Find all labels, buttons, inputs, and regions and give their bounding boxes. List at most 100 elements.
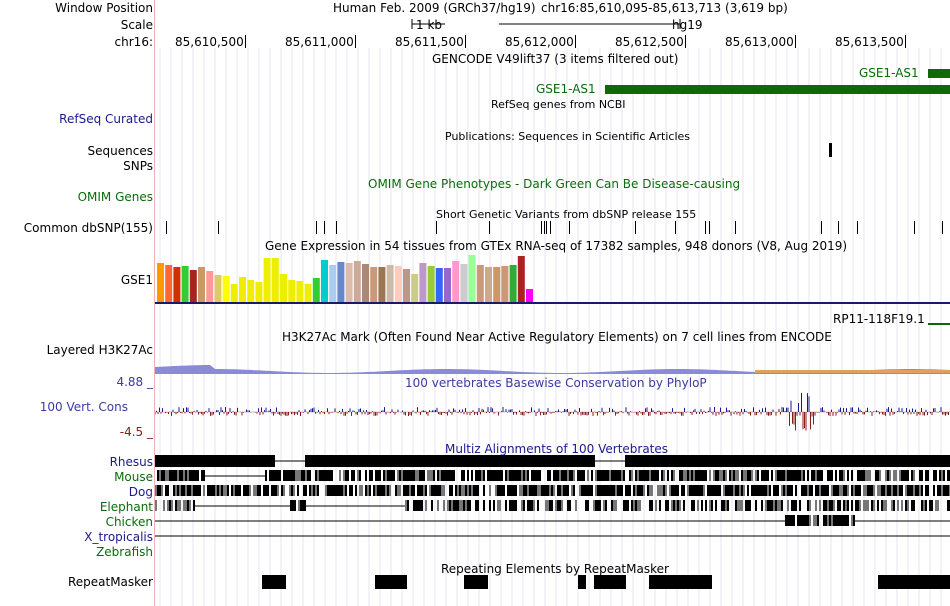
gtex-tissue-bar bbox=[427, 266, 435, 302]
snp-variant bbox=[546, 221, 547, 234]
gtex-tissue-bar bbox=[353, 261, 361, 302]
gtex-tissue-bar bbox=[263, 258, 271, 302]
ruler-tick-label: 85,611,000 bbox=[285, 35, 354, 49]
track-label-sequences[interactable]: Sequences bbox=[87, 144, 153, 158]
gtex-tissue-bar bbox=[468, 255, 476, 302]
gene-rp11[interactable] bbox=[928, 323, 950, 325]
track-label-cons[interactable]: 100 Vert. Cons bbox=[39, 400, 128, 414]
multiz-title: Multiz Alignments of 100 Vertebrates bbox=[445, 442, 669, 456]
ruler-tick-mark bbox=[245, 35, 246, 48]
track-label-omim[interactable]: OMIM Genes bbox=[77, 190, 153, 204]
ruler-tick-mark bbox=[355, 35, 356, 48]
snp-variant bbox=[635, 221, 636, 234]
species-zebrafish[interactable]: Zebrafish bbox=[96, 545, 153, 559]
gene-label-rp11[interactable]: RP11-118F19.1 bbox=[833, 312, 925, 326]
gtex-tissue-bar bbox=[288, 280, 296, 302]
ruler-tick-label: 85,610,500 bbox=[175, 35, 244, 49]
ruler-tick-mark bbox=[465, 35, 466, 48]
snp-variant bbox=[550, 221, 551, 234]
species-chicken[interactable]: Chicken bbox=[105, 515, 153, 529]
snp-variant bbox=[436, 221, 437, 234]
species-rhesus[interactable]: Rhesus bbox=[109, 455, 153, 469]
snp-variant bbox=[914, 221, 915, 234]
repeat-element bbox=[594, 575, 626, 589]
gtex-tissue-bar bbox=[157, 263, 164, 302]
snp-variant bbox=[569, 221, 570, 234]
snp-variant bbox=[489, 221, 490, 234]
snp-variant bbox=[675, 221, 676, 234]
track-label-h3k27ac[interactable]: Layered H3K27Ac bbox=[46, 343, 153, 357]
track-image[interactable]: Human Feb. 2009 (GRCh37/hg19) chr16:85,6… bbox=[155, 0, 950, 606]
ruler-tick-mark bbox=[575, 35, 576, 48]
left-margin-divider bbox=[154, 0, 155, 606]
snp-variant bbox=[544, 221, 545, 234]
gtex-tissue-bar bbox=[378, 267, 386, 302]
publication-sequence-hit[interactable] bbox=[829, 143, 832, 157]
gtex-tissue-bar bbox=[362, 264, 369, 302]
gtex-tissue-bar bbox=[255, 282, 263, 302]
snp-variant bbox=[541, 221, 542, 234]
publications-title: Publications: Sequences in Scientific Ar… bbox=[445, 130, 690, 143]
gtex-tissue-bar bbox=[411, 274, 419, 302]
gene-gse1-as1-a[interactable] bbox=[928, 69, 950, 78]
gtex-tissue-bar bbox=[526, 289, 533, 302]
track-label-dbsnp[interactable]: Common dbSNP(155) bbox=[23, 221, 153, 235]
ruler-tick-label: 85,613,500 bbox=[835, 35, 904, 49]
gtex-tissue-bar bbox=[452, 261, 460, 302]
gtex-tissue-bar bbox=[230, 284, 238, 302]
snp-variant bbox=[942, 221, 943, 234]
scale-bar bbox=[411, 17, 681, 31]
gene-label-gse1-as1-a[interactable]: GSE1-AS1 bbox=[859, 66, 919, 80]
ruler-tick-mark bbox=[685, 35, 686, 48]
dbsnp-title: Short Genetic Variants from dbSNP releas… bbox=[436, 208, 697, 221]
gtex-tissue-bar bbox=[485, 267, 492, 302]
h3k27ac-title: H3K27Ac Mark (Often Found Near Active Re… bbox=[282, 330, 832, 344]
track-label-gtex[interactable]: GSE1 bbox=[120, 273, 153, 287]
scale-label: Scale bbox=[120, 18, 153, 32]
track-label-refseq[interactable]: RefSeq Curated bbox=[59, 112, 153, 126]
dbsnp-variants[interactable] bbox=[155, 221, 950, 235]
gtex-tissue-bar bbox=[337, 262, 345, 302]
gtex-tissue-bar bbox=[296, 281, 304, 302]
track-label-snps[interactable]: SNPs bbox=[123, 159, 153, 173]
window-position[interactable]: chr16:85,610,095-85,613,713 (3,619 bp) bbox=[541, 1, 788, 15]
species-mouse[interactable]: Mouse bbox=[114, 470, 153, 484]
repeat-element bbox=[878, 575, 950, 589]
snp-variant bbox=[821, 221, 822, 234]
gtex-tissue-bar bbox=[181, 266, 189, 302]
h3k27ac-signal[interactable] bbox=[155, 360, 950, 374]
gtex-tissue-bar bbox=[173, 267, 181, 302]
repeatmasker-elements[interactable] bbox=[155, 574, 950, 590]
multiz-alignments[interactable] bbox=[155, 455, 950, 560]
repeat-element bbox=[649, 575, 712, 589]
scale-value: 1 kb bbox=[416, 18, 443, 32]
gtex-tissue-bar bbox=[394, 266, 402, 302]
phylop-conservation-plot[interactable] bbox=[155, 385, 950, 435]
gtex-tissue-bar bbox=[165, 265, 173, 302]
track-label-repeatmasker[interactable]: RepeatMasker bbox=[67, 575, 153, 589]
gtex-tissue-bar bbox=[247, 280, 255, 302]
ruler-tick-mark bbox=[905, 35, 906, 48]
species-elephant[interactable]: Elephant bbox=[99, 500, 153, 514]
gtex-expression-bars[interactable] bbox=[155, 254, 950, 306]
snp-variant bbox=[166, 221, 167, 234]
gtex-tissue-bar bbox=[403, 269, 410, 302]
phylop-title: 100 vertebrates Basewise Conservation by… bbox=[405, 376, 707, 390]
gene-gse1-as1-b[interactable] bbox=[605, 85, 950, 94]
species-dog[interactable]: Dog bbox=[128, 485, 153, 499]
ruler-tick-label: 85,611,500 bbox=[395, 35, 464, 49]
ruler-tick-label: 85,612,000 bbox=[505, 35, 574, 49]
snp-variant bbox=[324, 221, 325, 234]
gtex-tissue-bar bbox=[206, 271, 214, 302]
snp-variant bbox=[838, 221, 839, 234]
gene-label-gse1-as1-b[interactable]: GSE1-AS1 bbox=[536, 82, 596, 96]
repeat-element bbox=[578, 575, 586, 589]
cons-min-value: -4.5 _ bbox=[119, 425, 153, 439]
gtex-tissue-bar bbox=[214, 275, 222, 302]
gtex-tissue-bar bbox=[239, 277, 246, 302]
window-position-label: Window Position bbox=[55, 1, 153, 15]
snp-variant bbox=[705, 221, 706, 234]
vertical-gridlines bbox=[159, 48, 942, 606]
gtex-tissue-bar bbox=[304, 284, 312, 302]
species-x-tropicalis[interactable]: X_tropicalis bbox=[84, 530, 153, 544]
